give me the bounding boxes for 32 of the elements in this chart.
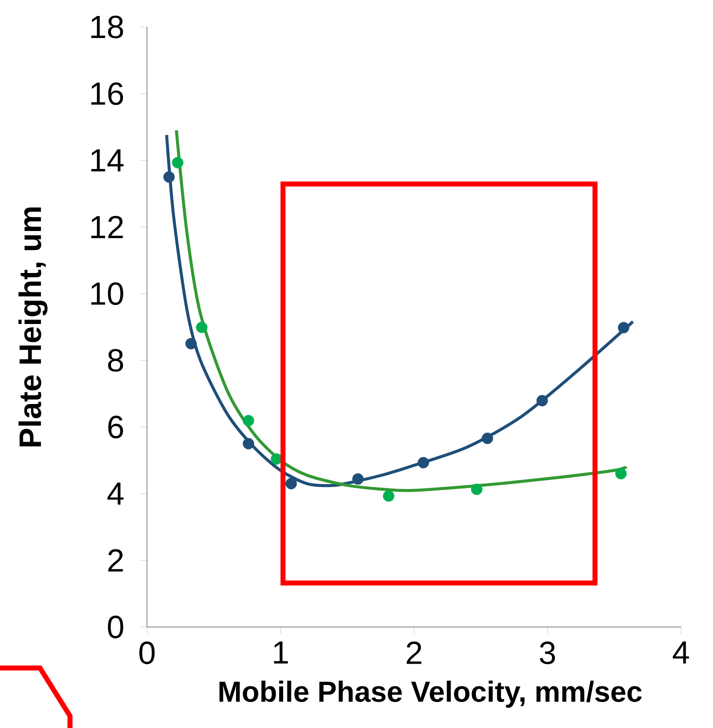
point: [471, 484, 482, 496]
x-tick-label: 4: [672, 642, 689, 664]
point: [352, 473, 364, 485]
y-tick-label: 6: [108, 416, 124, 438]
x-tick-label: 3: [540, 642, 555, 664]
point: [163, 171, 175, 183]
y-tick-label: 12: [91, 216, 123, 238]
point: [418, 456, 430, 468]
y-tick-label: 2: [108, 549, 123, 572]
y-tick-label: 14: [91, 149, 124, 172]
point: [242, 438, 254, 450]
point: [196, 322, 208, 334]
point: [382, 490, 394, 502]
y-tick-label: 0: [108, 616, 124, 638]
x-tick-label: 1: [274, 642, 288, 664]
x-axis-title: Mobile Phase Velocity, mm/sec: [219, 680, 642, 708]
point: [285, 478, 297, 490]
y-axis-title: Plate Height, um: [18, 207, 48, 446]
y-tick-label: 16: [91, 82, 124, 105]
point: [482, 432, 494, 444]
x-tick-label: 0: [139, 642, 155, 664]
point: [536, 394, 548, 406]
point: [242, 414, 254, 426]
point: [615, 468, 627, 480]
y-tick-label: 18: [91, 16, 124, 38]
point: [185, 338, 197, 350]
y-tick-label: 4: [107, 482, 124, 505]
point: [172, 156, 184, 168]
point: [618, 322, 630, 334]
y-tick-label: 8: [108, 349, 124, 372]
y-tick-label: 10: [91, 282, 124, 305]
x-tick-label: 2: [406, 642, 422, 664]
